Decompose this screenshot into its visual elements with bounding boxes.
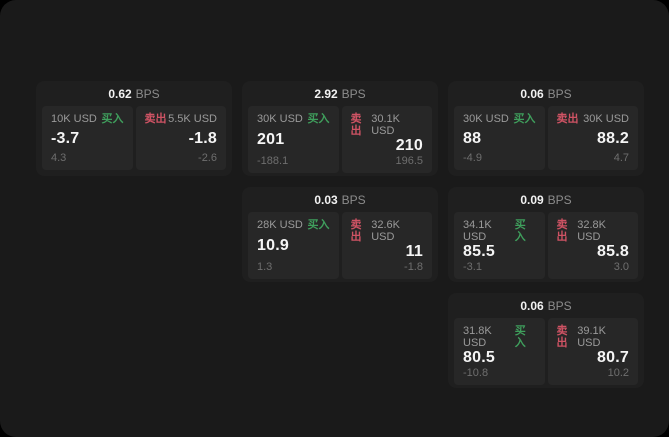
sell-size: 5.5K USD — [168, 113, 217, 125]
sell-side-label: 卖出 — [350, 219, 362, 243]
sell-size: 39.1K USD — [577, 325, 606, 349]
quote-card: 0.09 BPS 34.1K USD 买入 85.5 -3.1 卖出 32.8K… — [448, 187, 644, 282]
sell-size: 30.1K USD — [371, 113, 400, 137]
sell-sub-value: 4.7 — [613, 152, 629, 164]
sell-side-label: 卖出 — [350, 113, 362, 137]
sell-price: -1.8 — [188, 129, 217, 147]
buy-side-label: 买入 — [514, 325, 526, 349]
buy-price: 80.5 — [463, 349, 495, 366]
buy-quote-panel[interactable]: 30K USD 买入 88 -4.9 — [454, 106, 545, 170]
bps-value: 0.06 — [520, 298, 544, 313]
sell-sub-value: 3.0 — [613, 261, 629, 273]
buy-sub-value: -10.8 — [463, 367, 489, 379]
bps-unit-label: BPS — [341, 192, 366, 207]
bps-unit-label: BPS — [341, 86, 366, 101]
buy-price: 85.5 — [463, 243, 495, 260]
quote-card: 0.03 BPS 28K USD 买入 10.9 1.3 卖出 32.6K US… — [242, 187, 438, 282]
buy-size: 31.8K USD — [463, 325, 492, 349]
bps-value: 0.62 — [108, 86, 132, 101]
sell-size: 32.8K USD — [577, 219, 606, 243]
buy-price: 201 — [257, 131, 285, 148]
quote-card: 0.06 BPS 30K USD 买入 88 -4.9 卖出 30K USD 8… — [448, 81, 644, 176]
quote-card: 0.06 BPS 31.8K USD 买入 80.5 -10.8 卖出 39.1… — [448, 293, 644, 388]
sell-side-label: 卖出 — [556, 325, 568, 349]
bps-unit-label: BPS — [547, 192, 572, 207]
buy-quote-panel[interactable]: 28K USD 买入 10.9 1.3 — [248, 212, 339, 279]
sell-sub-value: -1.8 — [404, 261, 423, 273]
buy-size: 10K USD — [51, 113, 97, 125]
quote-card: 2.92 BPS 30K USD 买入 201 -188.1 卖出 30.1K … — [242, 81, 438, 176]
buy-sub-value: 4.3 — [51, 152, 67, 164]
bps-value: 0.03 — [314, 192, 338, 207]
card-header: 0.03 BPS — [248, 187, 432, 212]
sell-price: 210 — [395, 137, 423, 154]
sell-price: 88.2 — [597, 129, 629, 147]
bps-value: 2.92 — [314, 86, 338, 101]
buy-sub-value: 1.3 — [257, 261, 273, 273]
buy-sub-value: -188.1 — [257, 155, 289, 167]
sell-size: 32.6K USD — [371, 219, 400, 243]
sell-price: 80.7 — [597, 349, 629, 366]
sell-sub-value: 10.2 — [607, 367, 629, 379]
sell-sub-value: 196.5 — [395, 155, 423, 167]
sell-quote-panel[interactable]: 卖出 39.1K USD 80.7 10.2 — [547, 318, 638, 385]
bps-value: 0.06 — [520, 86, 544, 101]
buy-size: 30K USD — [463, 113, 509, 125]
buy-quote-panel[interactable]: 10K USD 买入 -3.7 4.3 — [42, 106, 133, 170]
bps-value: 0.09 — [520, 192, 544, 207]
sell-quote-panel[interactable]: 卖出 32.8K USD 85.8 3.0 — [547, 212, 638, 279]
bps-unit-label: BPS — [547, 86, 572, 101]
card-header: 0.06 BPS — [454, 81, 638, 106]
bps-unit-label: BPS — [547, 298, 572, 313]
card-header: 0.62 BPS — [42, 81, 226, 106]
sell-quote-panel[interactable]: 卖出 32.6K USD 11 -1.8 — [341, 212, 432, 279]
sell-price: 85.8 — [597, 243, 629, 260]
buy-quote-panel[interactable]: 31.8K USD 买入 80.5 -10.8 — [454, 318, 545, 385]
card-header: 0.06 BPS — [454, 293, 638, 318]
quote-card: 0.62 BPS 10K USD 买入 -3.7 4.3 卖出 5.5K USD… — [36, 81, 232, 176]
bps-unit-label: BPS — [135, 86, 160, 101]
buy-side-label: 买入 — [514, 219, 526, 243]
buy-price: -3.7 — [51, 129, 80, 147]
buy-side-label: 买入 — [307, 113, 330, 125]
buy-sub-value: -3.1 — [463, 261, 482, 273]
buy-size: 30K USD — [257, 113, 303, 125]
sell-price: 11 — [405, 243, 423, 260]
buy-size: 34.1K USD — [463, 219, 492, 243]
sell-quote-panel[interactable]: 卖出 30K USD 88.2 4.7 — [547, 106, 638, 170]
sell-quote-panel[interactable]: 卖出 5.5K USD -1.8 -2.6 — [135, 106, 226, 170]
buy-price: 10.9 — [257, 237, 289, 254]
buy-sub-value: -4.9 — [463, 152, 482, 164]
card-header: 0.09 BPS — [454, 187, 638, 212]
buy-side-label: 买入 — [101, 113, 124, 125]
buy-size: 28K USD — [257, 219, 303, 231]
buy-quote-panel[interactable]: 30K USD 买入 201 -188.1 — [248, 106, 339, 173]
sell-side-label: 卖出 — [556, 219, 568, 243]
buy-side-label: 买入 — [513, 113, 536, 125]
buy-price: 88 — [463, 129, 482, 147]
card-header: 2.92 BPS — [248, 81, 432, 106]
sell-side-label: 卖出 — [144, 113, 167, 125]
sell-size: 30K USD — [583, 113, 629, 125]
buy-side-label: 买入 — [307, 219, 330, 231]
sell-quote-panel[interactable]: 卖出 30.1K USD 210 196.5 — [341, 106, 432, 173]
buy-quote-panel[interactable]: 34.1K USD 买入 85.5 -3.1 — [454, 212, 545, 279]
sell-sub-value: -2.6 — [198, 152, 217, 164]
sell-side-label: 卖出 — [556, 113, 579, 125]
